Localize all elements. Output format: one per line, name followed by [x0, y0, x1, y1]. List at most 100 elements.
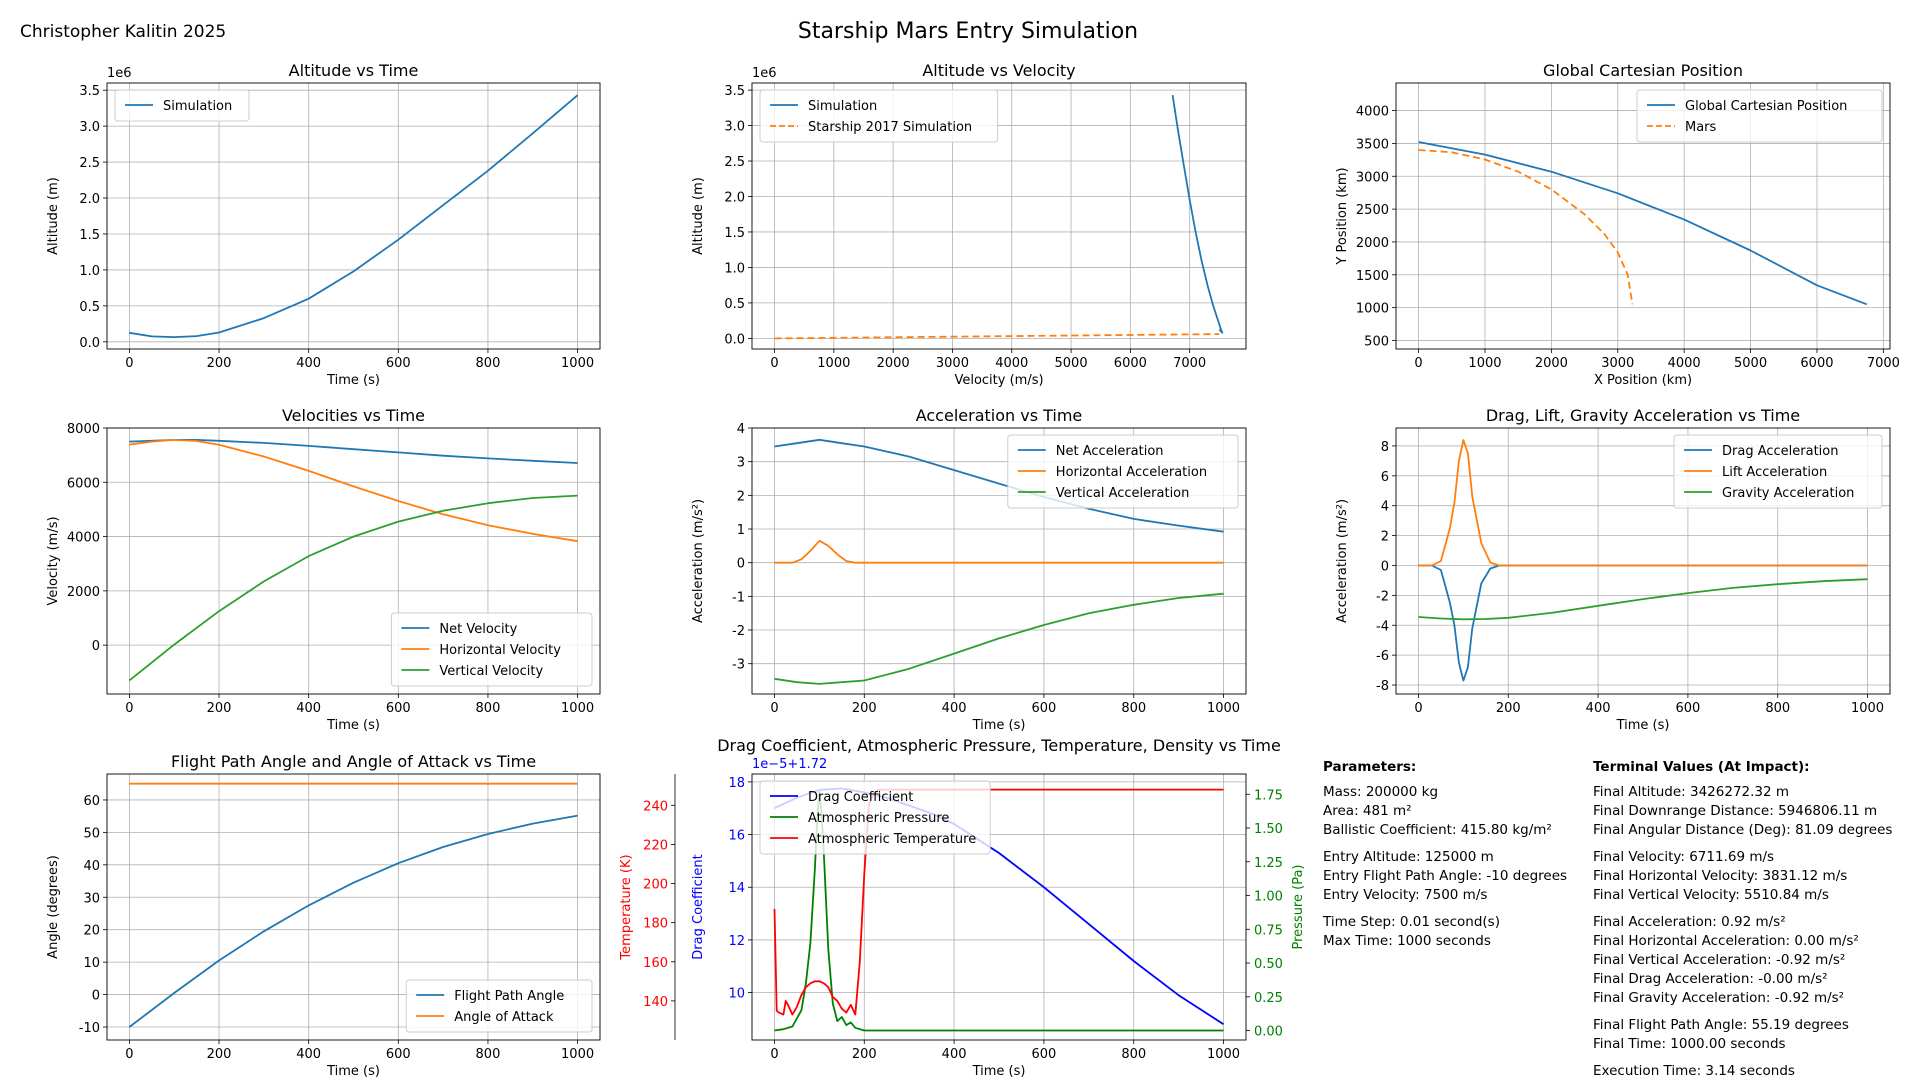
legend-frame — [759, 89, 999, 143]
plot-frame — [751, 82, 1247, 350]
right-y-tick-label: 0.25 — [1254, 991, 1283, 1006]
legend: Flight Path Angle Angle of Attack — [405, 979, 593, 1033]
series-line — [128, 494, 578, 682]
terminal-value-line: Final Acceleration: 0.92 m/s² — [1593, 914, 1786, 930]
x-tick-label: 0 — [770, 356, 778, 371]
x-tick-label: 5000 — [1734, 356, 1767, 371]
x-tick-label: 6000 — [1114, 356, 1147, 371]
right-y-tick-label: 1.75 — [1254, 788, 1283, 803]
terminal-value-line: Execution Time: 3.14 seconds — [1593, 1063, 1795, 1079]
x-axis-label: Time (s) — [972, 718, 1026, 733]
y-axis-label: Y Position (km) — [1335, 167, 1350, 265]
series-line — [774, 789, 1224, 1032]
terminal-value-line: Final Time: 1000.00 seconds — [1593, 1036, 1786, 1052]
x-tick-label: 1000 — [1468, 356, 1501, 371]
parameters-heading: Parameters: — [1323, 759, 1417, 775]
x-tick-label: 400 — [942, 1047, 967, 1062]
x-tick-label: 800 — [476, 1047, 501, 1062]
y-tick-label: 2.5 — [724, 155, 745, 170]
chart-p5: Acceleration vs Time 0 200 400 600 800 1000 -3 -… — [691, 406, 1247, 733]
y-tick-label: -4 — [1376, 619, 1389, 634]
y-tick-label: 2 — [1381, 530, 1389, 545]
plot-frame — [751, 773, 1247, 1041]
y-tick-label: -2 — [1376, 589, 1389, 604]
parameter-line: Mass: 200000 kg — [1323, 784, 1439, 800]
x-tick-label: 0 — [125, 701, 133, 716]
x-tick-label: 400 — [296, 1047, 321, 1062]
far-left-y-tick-label: 240 — [643, 799, 668, 814]
chart-title: Drag, Lift, Gravity Acceleration vs Time — [1486, 406, 1800, 425]
y-tick-label: 8000 — [67, 422, 100, 437]
far-left-y-tick-label: 200 — [643, 878, 668, 893]
x-tick-label: 800 — [1121, 1047, 1146, 1062]
x-tick-label: 5000 — [1055, 356, 1088, 371]
series-line — [128, 814, 578, 1028]
legend-label: Horizontal Acceleration — [1056, 465, 1207, 480]
x-tick-label: 0 — [125, 356, 133, 371]
plot-frame — [106, 773, 601, 1041]
y-tick-label: 40 — [83, 859, 100, 874]
chart-title: Altitude vs Time — [289, 61, 419, 80]
y-axis-label: Altitude (m) — [691, 177, 706, 255]
x-tick-label: 3000 — [1601, 356, 1634, 371]
x-tick-label: 1000 — [561, 356, 594, 371]
terminal-values-panel: Terminal Values (At Impact): Final Altit… — [1593, 758, 1892, 1081]
legend-label: Simulation — [163, 99, 232, 114]
parameter-line: Ballistic Coefficient: 415.80 kg/m² — [1323, 822, 1552, 838]
chart-title: Altitude vs Velocity — [922, 61, 1075, 80]
x-tick-label: 400 — [296, 356, 321, 371]
axis-offset-text: 1e6 — [752, 66, 777, 81]
legend: Net Velocity Horizontal Velocity Vertical … — [390, 612, 593, 687]
y-tick-label: 10 — [728, 987, 745, 1002]
y-tick-label: 1.5 — [79, 228, 100, 243]
y-tick-label: 2.0 — [724, 190, 745, 205]
terminal-value-line: Final Angular Distance (Deg): 81.09 degr… — [1593, 822, 1893, 838]
terminal-value-line: Final Velocity: 6711.69 m/s — [1593, 849, 1775, 865]
legend-frame — [1007, 434, 1239, 509]
chart-title: Flight Path Angle and Angle of Attack vs… — [171, 752, 536, 771]
chart-title: Drag Coefficient, Atmospheric Pressure, … — [717, 736, 1281, 755]
y-tick-label: 3.0 — [79, 120, 100, 135]
y-tick-label: 2.0 — [79, 192, 100, 207]
y-tick-label: 2500 — [1356, 203, 1389, 218]
y-tick-label: 0.5 — [724, 297, 745, 312]
x-tick-label: 4000 — [995, 356, 1028, 371]
x-tick-label: 6000 — [1800, 356, 1833, 371]
y-tick-label: 4 — [737, 422, 745, 437]
plot-frame — [1395, 427, 1891, 695]
y-tick-label: 0.5 — [79, 300, 100, 315]
legend: Net Acceleration Horizontal Acceleration V… — [1007, 434, 1239, 509]
x-tick-label: 800 — [1765, 701, 1790, 716]
series-line — [1418, 149, 1634, 305]
chart-title: Global Cartesian Position — [1543, 61, 1743, 80]
y-tick-label: 3.0 — [724, 120, 745, 135]
far-left-y-tick-label: 180 — [643, 917, 668, 932]
x-axis-label: Velocity (m/s) — [954, 373, 1043, 388]
y-tick-label: 4000 — [1356, 105, 1389, 120]
x-tick-label: 2000 — [1535, 356, 1568, 371]
right-y-tick-label: 0.00 — [1254, 1025, 1283, 1040]
y-tick-label: 0 — [737, 557, 745, 572]
legend-label: Net Velocity — [439, 622, 517, 637]
series-line — [129, 94, 579, 339]
x-tick-label: 600 — [1031, 1047, 1056, 1062]
y-tick-label: 10 — [83, 956, 100, 971]
x-tick-label: 200 — [207, 1047, 232, 1062]
series-line — [129, 438, 578, 543]
legend: Simulation — [114, 89, 250, 122]
y-tick-label: 1 — [737, 523, 745, 538]
series-line — [774, 592, 1224, 685]
x-tick-label: 600 — [386, 356, 411, 371]
terminal-value-line: Final Horizontal Acceleration: 0.00 m/s² — [1593, 933, 1859, 949]
y-tick-label: 2 — [737, 489, 745, 504]
parameter-line: Entry Flight Path Angle: -10 degrees — [1323, 868, 1568, 884]
far-left-y-tick-label: 160 — [643, 956, 668, 971]
y-tick-label: -3 — [732, 658, 745, 673]
x-tick-label: 0 — [1414, 356, 1422, 371]
x-axis-label: Time (s) — [326, 718, 380, 733]
x-tick-label: 4000 — [1668, 356, 1701, 371]
x-tick-label: 400 — [296, 701, 321, 716]
y-tick-label: 3 — [737, 456, 745, 471]
